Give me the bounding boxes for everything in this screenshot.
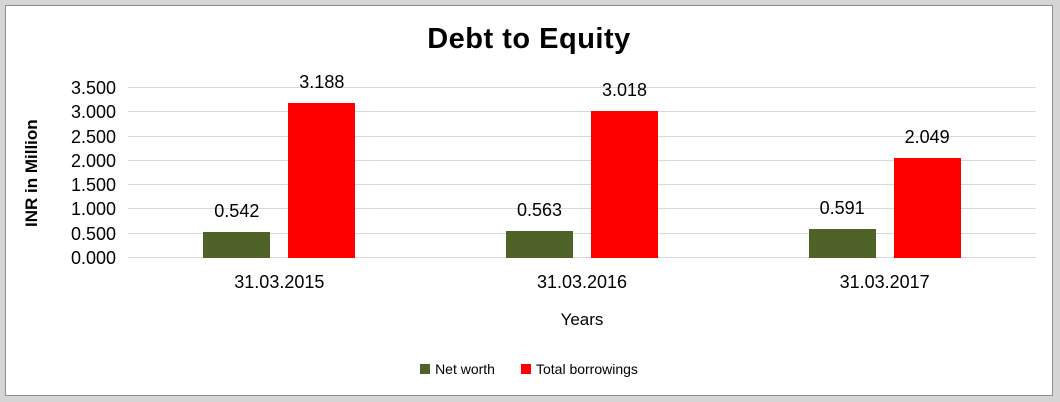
gridline bbox=[128, 135, 1036, 137]
x-tick-label: 31.03.2015 bbox=[234, 272, 325, 292]
data-label: 3.188 bbox=[299, 72, 345, 93]
y-tick-label: 2.000 bbox=[70, 150, 116, 171]
y-tick-label: 1.500 bbox=[70, 175, 116, 196]
bar-net-worth bbox=[203, 231, 271, 258]
y-tick-label: 1.000 bbox=[70, 199, 116, 220]
legend-swatch bbox=[420, 364, 431, 374]
data-label: 0.591 bbox=[819, 198, 865, 219]
data-label: 3.018 bbox=[601, 80, 648, 101]
legend-item: Total borrowings bbox=[520, 361, 638, 377]
legend-label: Net worth bbox=[435, 361, 495, 377]
y-tick-label: 2.500 bbox=[70, 126, 116, 147]
legend-item: Net worth bbox=[420, 361, 495, 377]
plot-area: 0.542 3.188 0.563 3.018 0.591 2.049 31.03.201… bbox=[128, 72, 1036, 292]
y-tick-label: 0.500 bbox=[70, 223, 116, 244]
y-tick-label: 3.500 bbox=[70, 78, 116, 98]
y-axis-tick-labels: 0.000 0.500 1.000 1.500 2.000 2.500 3.000 3.500 bbox=[6, 78, 116, 268]
bar-total-borrowings bbox=[288, 103, 356, 258]
data-label: 0.542 bbox=[214, 200, 260, 221]
y-tick-label: 3.000 bbox=[70, 102, 116, 123]
debt-to-equity-chart: Debt to Equity INR in Million 0.000 0.500… bbox=[5, 5, 1053, 396]
gridline bbox=[128, 257, 1036, 258]
gridline bbox=[128, 208, 1036, 210]
y-tick-label: 0.000 bbox=[70, 248, 116, 268]
legend: Net worth Total borrowings bbox=[6, 361, 1052, 377]
chart-title: Debt to Equity bbox=[427, 23, 631, 55]
x-axis-title: Years bbox=[560, 310, 604, 329]
legend-swatch bbox=[520, 364, 531, 374]
gridline bbox=[128, 232, 1036, 234]
legend-label: Total borrowings bbox=[535, 361, 638, 377]
bar-net-worth bbox=[808, 229, 876, 258]
x-tick-label: 31.03.2017 bbox=[839, 272, 930, 292]
bar-net-worth bbox=[506, 230, 573, 258]
bar-total-borrowings bbox=[893, 158, 961, 258]
data-label: 0.563 bbox=[516, 199, 563, 220]
gridline bbox=[128, 159, 1036, 161]
gridline bbox=[128, 184, 1036, 186]
data-label: 2.049 bbox=[904, 127, 950, 148]
gridline bbox=[128, 87, 1036, 88]
bar-total-borrowings bbox=[591, 111, 658, 258]
gridline bbox=[128, 111, 1036, 113]
x-tick-label: 31.03.2016 bbox=[536, 272, 628, 292]
